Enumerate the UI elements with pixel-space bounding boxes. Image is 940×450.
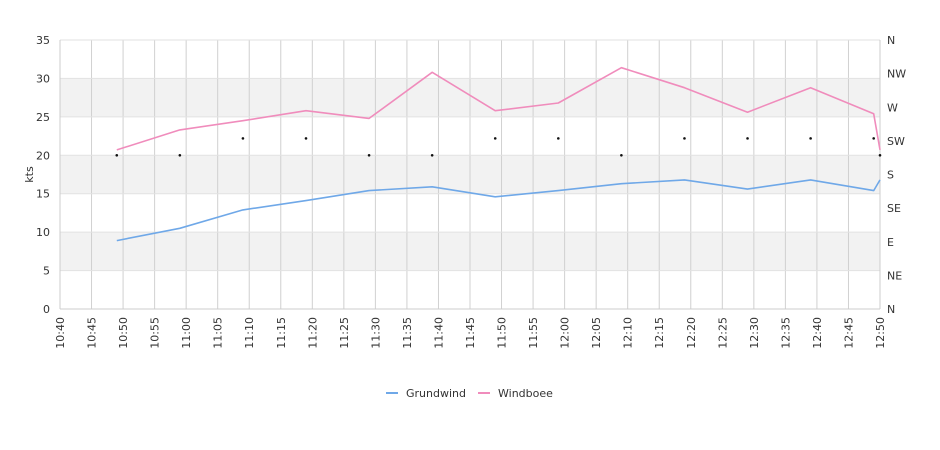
direction-marker [367, 153, 371, 157]
x-tick-label: 12:40 [811, 317, 824, 349]
direction-marker [809, 137, 812, 140]
x-tick-label: 11:00 [180, 317, 193, 349]
x-tick-label: 10:55 [149, 317, 162, 349]
x-tick-label: 12:45 [842, 317, 855, 349]
y-axis-right-direction: N NE E SE S SW W NW N [879, 34, 906, 316]
direction-marker [178, 153, 182, 157]
direction-marker [878, 153, 882, 157]
x-tick-label: 12:10 [622, 317, 635, 349]
x-tick-label: 10:45 [86, 317, 99, 349]
direction-tick-label: E [887, 236, 894, 249]
x-tick-label: 11:05 [212, 317, 225, 349]
direction-tick-label: NE [887, 269, 902, 282]
x-tick-label: 11:10 [243, 317, 256, 349]
x-tick-label: 12:30 [748, 317, 761, 349]
direction-tick-label: S [887, 169, 894, 182]
x-tick-label: 11:30 [369, 317, 382, 349]
x-tick-label: 12:20 [685, 317, 698, 349]
direction-markers [115, 137, 882, 157]
y-tick-label: 20 [36, 149, 50, 162]
x-tick-label: 11:55 [527, 317, 540, 349]
direction-tick-label: N [887, 303, 895, 316]
x-tick-label: 12:35 [779, 317, 792, 349]
x-tick-label: 10:50 [117, 317, 130, 349]
legend-label: Grundwind [406, 387, 466, 400]
series-line-grundwind [116, 179, 881, 242]
y-tick-label: 5 [43, 265, 50, 278]
series-line-windboee [116, 66, 881, 151]
direction-marker [872, 137, 875, 140]
y-tick-label: 30 [36, 72, 50, 85]
direction-marker [746, 137, 749, 140]
direction-marker [115, 153, 119, 157]
x-tick-label: 12:15 [653, 317, 666, 349]
x-tick-label: 11:25 [338, 317, 351, 349]
direction-marker [620, 153, 623, 157]
x-tick-label: 11:45 [464, 317, 477, 349]
direction-marker [430, 153, 434, 157]
y-axis-left: 0 5 10 15 20 25 30 35 [36, 34, 61, 316]
x-tick-label: 12:05 [590, 317, 603, 349]
direction-marker [683, 137, 686, 140]
y-tick-label: 10 [36, 226, 50, 239]
x-tick-label: 11:20 [306, 317, 319, 349]
x-tick-label: 10:40 [54, 317, 67, 349]
y-tick-label: 35 [36, 34, 50, 47]
horizontal-gridlines [60, 39, 880, 310]
direction-tick-label: N [887, 34, 895, 47]
y-tick-label: 15 [36, 188, 50, 201]
legend: Grundwind Windboee [386, 387, 553, 400]
direction-tick-label: SE [887, 202, 901, 215]
x-tick-label: 11:40 [432, 317, 445, 349]
direction-tick-label: NW [887, 68, 906, 81]
direction-tick-label: W [887, 101, 898, 114]
series-layer [116, 66, 881, 242]
y-tick-label: 25 [36, 111, 50, 124]
x-tick-label: 11:15 [275, 317, 288, 349]
direction-marker [557, 137, 560, 140]
direction-tick-label: SW [887, 135, 905, 148]
x-tick-label: 11:50 [496, 317, 509, 349]
direction-marker [241, 137, 245, 140]
legend-label: Windboee [498, 387, 553, 400]
x-tick-label: 12:50 [874, 317, 887, 349]
direction-marker [304, 137, 308, 140]
direction-marker [493, 137, 497, 140]
x-tick-label: 11:35 [401, 317, 414, 349]
y-axis-label: kts [23, 166, 36, 183]
y-tick-label: 0 [43, 303, 50, 316]
x-tick-label: 12:25 [716, 317, 729, 349]
x-axis: 10:40 10:45 10:50 10:55 11:00 11:05 11:10 11:15… [54, 308, 887, 349]
vertical-gridlines [91, 40, 881, 309]
x-tick-label: 12:00 [559, 317, 572, 349]
